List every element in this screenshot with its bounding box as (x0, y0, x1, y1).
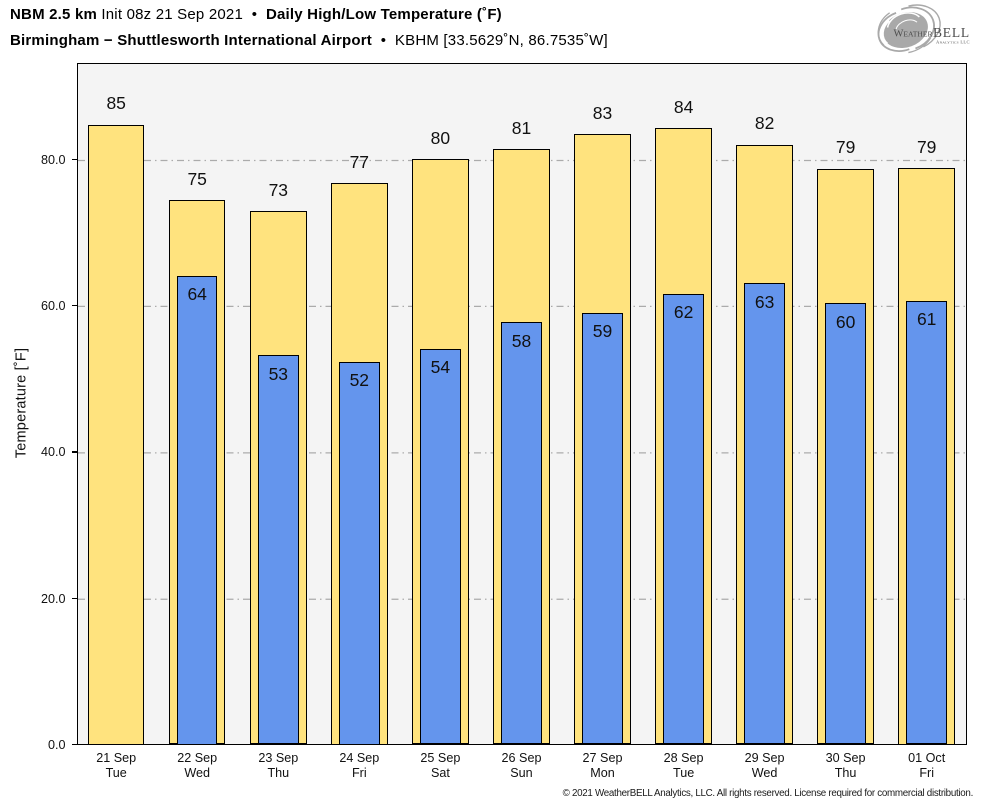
svg-text:WEATHER: WEATHER (894, 29, 934, 40)
svg-text:ANALYTICS LLC: ANALYTICS LLC (936, 40, 970, 45)
svg-text:BELL: BELL (933, 25, 970, 40)
